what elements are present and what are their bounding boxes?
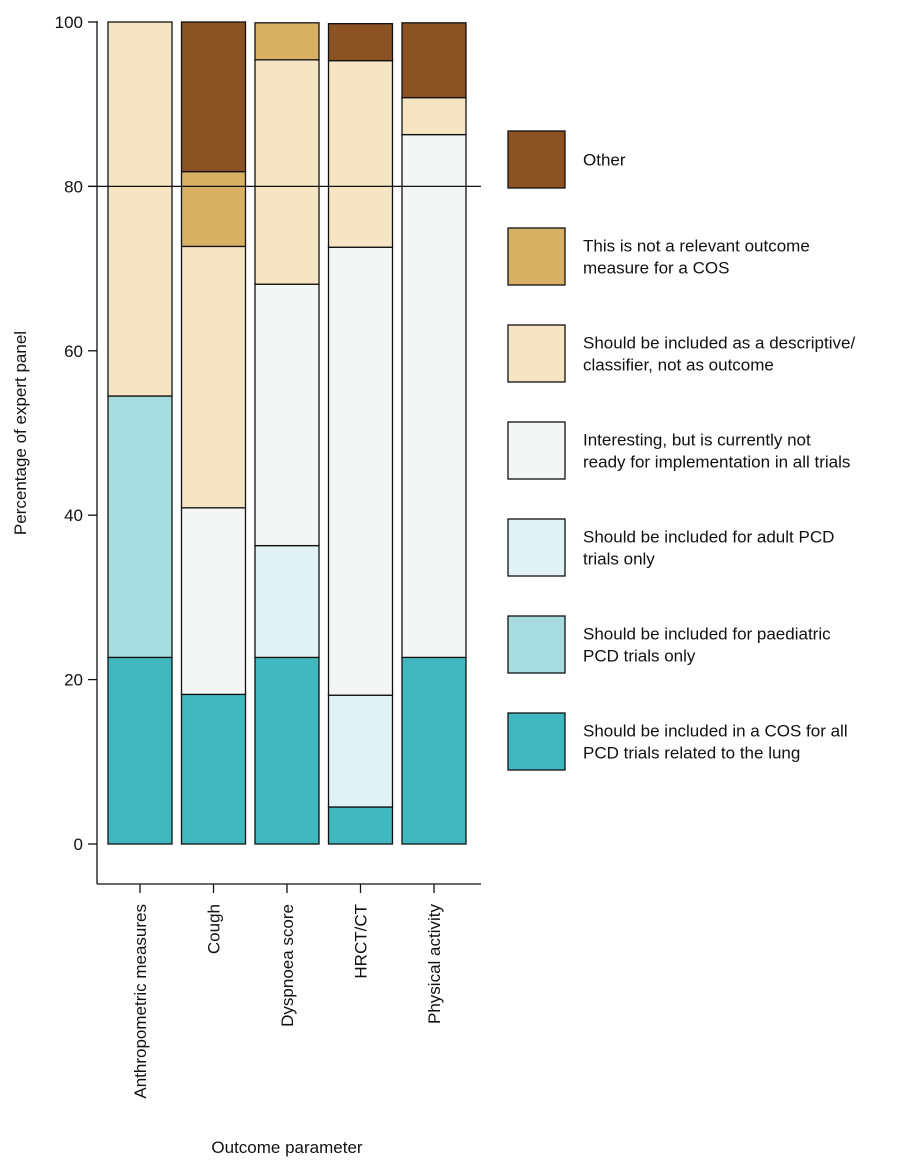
bar-segment [254,283,320,547]
legend-label: Should be included for adult PCD [583,528,834,547]
axes-layer: 0 20 40 60 80 100 Anthropometric measures Cough… [55,13,481,1099]
bar-segment [254,544,320,659]
bar-segment [107,21,173,397]
legend-label: PCD trials only [583,647,696,666]
bar-segment [401,133,467,659]
bar-segment [401,96,467,136]
legend: Other This is not a relevant outcome measu… [507,130,855,771]
bar-segment [401,22,467,99]
legend-swatch [507,324,566,383]
bar-segment [327,59,394,248]
bar-segment [180,21,247,173]
y-tick-label: 100 [55,13,83,32]
legend-swatch [507,227,566,286]
x-tick-label: Cough [205,904,224,954]
legend-label: Other [583,151,626,170]
bar-segment [180,693,247,845]
bar-segment [180,245,247,509]
legend-swatch [507,712,566,771]
bars-layer [107,21,467,845]
legend-swatch [507,421,566,480]
y-tick-label: 0 [74,835,83,854]
x-tick-label: HRCT/CT [352,904,371,979]
legend-label: trials only [583,550,655,569]
x-tick-label: Dyspnoea score [278,904,297,1027]
legend-label: Should be included as a descriptive/ [583,334,855,353]
legend-swatch [507,615,566,674]
y-tick-label: 20 [64,671,83,690]
bar-segment [180,507,247,696]
x-tick-label: Anthropometric measures [131,904,150,1099]
bar-segment [254,22,320,61]
legend-label: classifier, not as outcome [583,356,774,375]
x-tick-label: Physical activity [425,904,444,1024]
legend-label: Should be included for paediatric [583,625,831,644]
y-tick-label: 40 [64,506,83,525]
bar-segment [254,656,320,845]
legend-swatch [507,518,566,577]
legend-swatch [507,130,566,189]
legend-label: ready for implementation in all trials [583,453,850,472]
y-axis-title: Percentage of expert panel [11,331,30,535]
y-tick-label: 80 [64,177,83,196]
bar-segment [327,694,394,808]
legend-label: This is not a relevant outcome [583,237,810,256]
y-tick-label: 60 [64,342,83,361]
bar-segment [327,22,394,62]
bar-segment [107,656,173,845]
x-axis-title: Outcome parameter [211,1138,363,1157]
legend-label: Interesting, but is currently not [583,431,811,450]
legend-label: Should be included in a COS for all [583,722,848,741]
bar-segment [327,806,394,845]
legend-label: measure for a COS [583,259,729,278]
bar-segment [327,246,394,696]
bar-segment [180,170,247,248]
legend-label: PCD trials related to the lung [583,744,800,763]
bar-segment [401,656,467,845]
bar-segment [107,395,173,659]
bar-segment [254,59,320,285]
